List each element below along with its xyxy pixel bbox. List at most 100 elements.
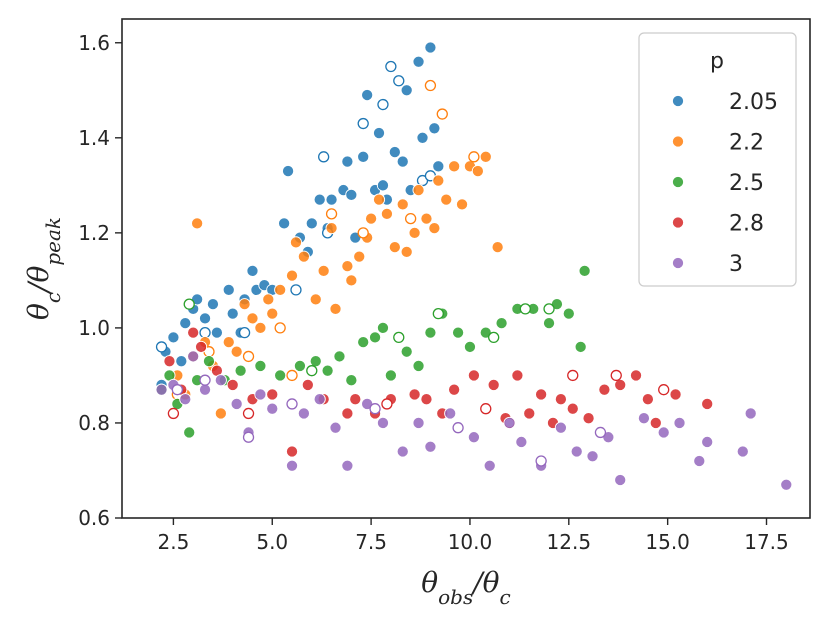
y-tick-label: 1.4 <box>78 126 110 150</box>
data-point <box>202 355 216 368</box>
data-point-hollow <box>318 151 330 163</box>
data-point <box>285 445 299 458</box>
legend: p 2.05 2.2 2.5 2.8 3 <box>638 32 797 287</box>
data-point <box>400 345 413 358</box>
data-point-hollow <box>171 384 184 396</box>
data-point <box>542 317 556 330</box>
data-point-hollow <box>199 374 211 386</box>
data-point <box>641 393 654 406</box>
data-point <box>701 435 714 449</box>
data-point <box>357 150 370 163</box>
y-axis-ticks: 0.6 0.8 1.0 1.2 1.4 1.6 <box>78 31 122 530</box>
data-point <box>341 407 354 420</box>
data-point <box>412 416 425 430</box>
data-point <box>455 198 469 211</box>
data-point <box>297 250 310 263</box>
data-point <box>183 426 196 439</box>
data-point <box>408 388 421 401</box>
data-point <box>388 241 401 254</box>
legend-marker <box>671 135 685 148</box>
data-point-hollow <box>242 350 255 363</box>
data-point <box>432 174 445 187</box>
data-point-hollow <box>543 303 555 315</box>
data-point <box>321 364 334 377</box>
data-point <box>317 264 330 277</box>
data-point <box>226 307 239 320</box>
data-point <box>412 359 425 372</box>
data-point <box>341 260 354 273</box>
data-point <box>345 374 358 387</box>
data-point-hollow <box>325 208 338 220</box>
data-point <box>657 426 670 439</box>
data-point <box>206 298 219 311</box>
data-point <box>452 326 465 339</box>
data-point <box>222 283 235 296</box>
data-point <box>444 407 457 420</box>
data-point-hollow <box>488 331 500 344</box>
data-point-hollow <box>242 431 255 443</box>
data-point <box>309 293 322 306</box>
data-point <box>400 84 413 97</box>
data-point <box>179 393 192 406</box>
data-point-hollow <box>404 212 417 225</box>
data-point-hollow <box>274 322 286 334</box>
data-point <box>278 217 291 230</box>
data-point <box>313 193 326 206</box>
x-tick-label: 5.0 <box>256 530 288 554</box>
data-point-hollow <box>436 108 448 120</box>
legend-label: 2.8 <box>729 212 764 237</box>
data-point-hollow <box>238 327 251 339</box>
data-point <box>325 193 338 206</box>
data-point <box>369 331 382 344</box>
data-point <box>329 421 342 434</box>
data-point <box>467 369 480 382</box>
x-tick-label: 10.0 <box>448 530 493 554</box>
plot-area-frame <box>121 18 811 519</box>
data-point-hollow <box>306 365 318 377</box>
data-point <box>230 397 243 410</box>
data-point-hollow <box>519 303 531 315</box>
data-point <box>341 155 354 168</box>
data-point <box>424 326 437 339</box>
data-point <box>463 340 477 353</box>
legend-label: 2.05 <box>729 90 778 115</box>
data-point <box>234 364 247 377</box>
legend-label: 3 <box>729 252 743 277</box>
data-point-hollow <box>480 403 492 415</box>
data-point-hollow <box>658 384 670 396</box>
data-point-hollow <box>286 398 298 410</box>
data-point <box>214 407 227 420</box>
legend-marker <box>671 175 685 189</box>
legend-items: 2.05 2.2 2.5 2.8 3 <box>671 90 778 277</box>
data-points <box>155 41 793 491</box>
data-point <box>554 393 567 406</box>
data-point <box>420 212 433 225</box>
data-point <box>448 160 461 173</box>
y-axis-label: θc/θpeak <box>22 217 65 320</box>
data-point-hollow <box>369 403 381 415</box>
data-point <box>285 269 299 282</box>
data-point <box>614 473 627 487</box>
legend-label: 2.2 <box>729 131 764 156</box>
data-point-hollow <box>357 227 369 239</box>
data-point <box>495 317 508 330</box>
data-point <box>396 155 409 168</box>
legend-title: p <box>710 49 724 74</box>
data-point-hollow <box>155 341 168 353</box>
data-point <box>428 122 441 135</box>
data-point <box>412 184 425 197</box>
data-point <box>198 312 212 325</box>
data-point <box>562 307 575 320</box>
data-point-hollow <box>535 455 547 467</box>
data-point <box>736 445 749 458</box>
y-tick-label: 0.6 <box>78 506 110 530</box>
data-point <box>408 226 421 239</box>
data-point <box>586 450 599 463</box>
data-point <box>424 440 437 453</box>
data-point-hollow <box>286 369 298 382</box>
data-point <box>637 412 650 425</box>
data-point <box>226 378 239 391</box>
data-point <box>412 55 425 68</box>
data-point <box>274 369 287 382</box>
data-point <box>282 165 295 178</box>
